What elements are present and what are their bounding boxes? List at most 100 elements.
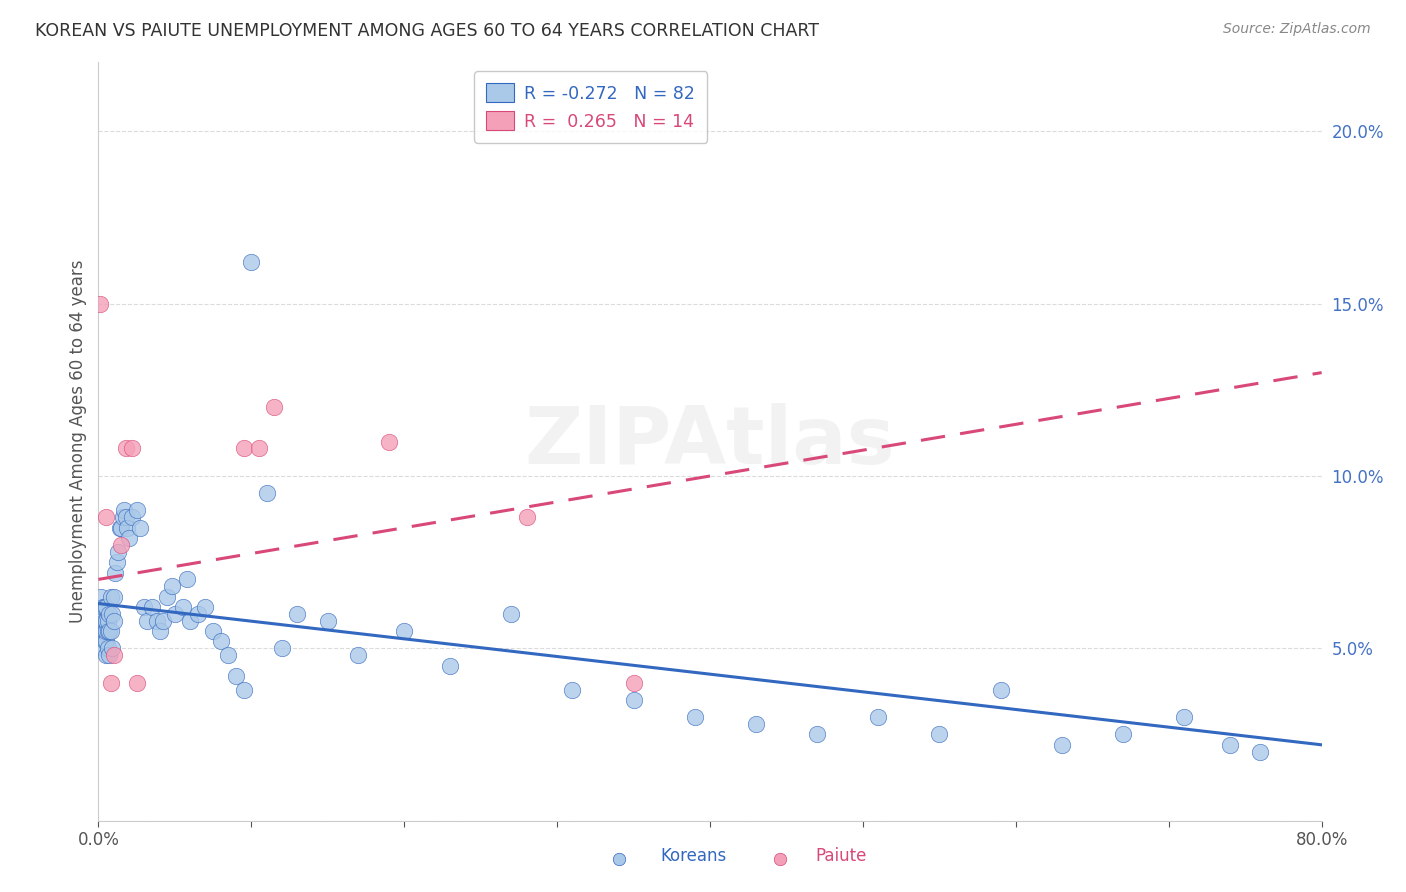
Point (745, 717, 768, 731)
Point (141, 599, 163, 614)
Point (93, 634, 115, 648)
Text: ZIPAtlas: ZIPAtlas (524, 402, 896, 481)
Point (561, 682, 583, 697)
Point (98, 648, 121, 663)
Point (93, 599, 115, 614)
Point (90, 624, 112, 639)
Point (378, 434, 401, 449)
Point (134, 599, 156, 614)
Point (97, 641, 120, 656)
Point (93, 624, 115, 639)
Point (270, 641, 292, 656)
Point (107, 545, 129, 559)
Point (225, 669, 247, 683)
Point (93, 614, 115, 628)
Point (868, 710, 890, 724)
Point (1249, 745, 1271, 759)
Point (156, 590, 179, 604)
Point (108, 521, 131, 535)
Point (115, 510, 138, 524)
Point (136, 614, 159, 628)
Point (256, 486, 278, 500)
Point (103, 648, 125, 663)
Point (607, 851, 630, 865)
Point (152, 614, 174, 628)
Point (100, 624, 122, 639)
Point (516, 510, 538, 524)
Point (112, 503, 135, 517)
Point (928, 727, 950, 741)
Point (98, 624, 121, 639)
Point (105, 555, 128, 569)
Point (806, 727, 828, 741)
Point (125, 675, 148, 690)
Point (101, 641, 124, 656)
Point (163, 607, 186, 621)
Point (202, 624, 225, 639)
Point (98, 607, 121, 621)
Point (232, 682, 254, 697)
Text: Paiute: Paiute (815, 847, 868, 865)
Point (90, 590, 112, 604)
Point (128, 521, 150, 535)
Point (94, 624, 117, 639)
Point (97, 624, 120, 639)
Point (89, 296, 111, 310)
Point (1173, 710, 1195, 724)
Point (1050, 738, 1073, 752)
Point (439, 658, 461, 673)
Point (316, 614, 339, 628)
Point (115, 442, 138, 456)
Point (247, 442, 270, 456)
Point (100, 590, 122, 604)
Point (91, 641, 114, 656)
Point (103, 614, 125, 628)
Point (145, 614, 167, 628)
Point (176, 573, 198, 587)
Text: Source: ZipAtlas.com: Source: ZipAtlas.com (1223, 22, 1371, 37)
Point (1112, 727, 1135, 741)
Point (501, 607, 523, 621)
Point (232, 442, 254, 456)
Point (1219, 738, 1241, 752)
Point (209, 634, 232, 648)
Point (100, 675, 122, 690)
Point (217, 648, 239, 663)
Point (263, 400, 285, 414)
Point (125, 503, 148, 517)
Point (285, 607, 308, 621)
Point (623, 693, 645, 707)
Text: KOREAN VS PAIUTE UNEMPLOYMENT AMONG AGES 60 TO 64 YEARS CORRELATION CHART: KOREAN VS PAIUTE UNEMPLOYMENT AMONG AGES… (35, 22, 820, 40)
Point (104, 566, 127, 580)
Point (111, 510, 134, 524)
Point (91, 614, 114, 628)
Point (94, 510, 117, 524)
Point (94, 648, 117, 663)
Point (121, 510, 143, 524)
Point (101, 607, 124, 621)
Point (110, 521, 132, 535)
Point (103, 590, 125, 604)
Point (160, 579, 183, 593)
Point (187, 607, 209, 621)
Point (94, 634, 117, 648)
Point (91, 607, 114, 621)
Point (97, 614, 120, 628)
Point (94, 614, 117, 628)
Point (683, 710, 706, 724)
Point (194, 599, 217, 614)
Point (91, 599, 114, 614)
Point (149, 624, 172, 639)
Point (121, 442, 143, 456)
Point (240, 255, 263, 269)
Y-axis label: Unemployment Among Ages 60 to 64 years: Unemployment Among Ages 60 to 64 years (69, 260, 87, 624)
Point (94, 599, 117, 614)
Point (769, 851, 792, 865)
Point (117, 521, 139, 535)
Point (172, 599, 194, 614)
Legend: R = -0.272   N = 82, R =  0.265   N = 14: R = -0.272 N = 82, R = 0.265 N = 14 (474, 71, 707, 143)
Point (990, 682, 1012, 697)
Point (347, 648, 370, 663)
Point (623, 675, 645, 690)
Point (179, 614, 201, 628)
